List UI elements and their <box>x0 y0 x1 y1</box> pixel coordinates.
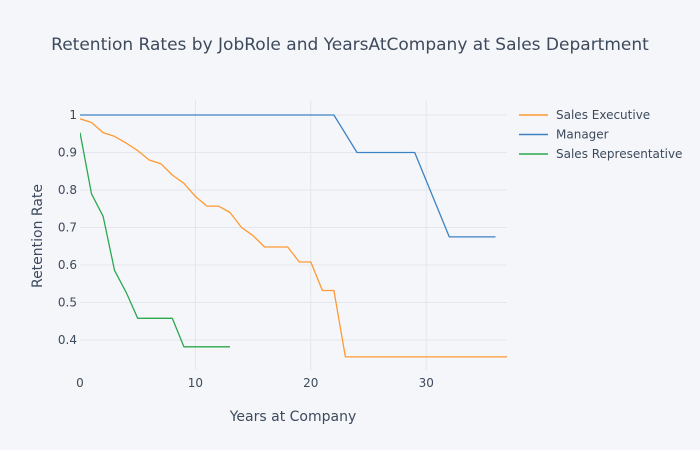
y-tick-label: 0.7 <box>58 221 77 235</box>
y-tick-label: 0.5 <box>58 296 77 310</box>
y-tick-label: 0.9 <box>58 146 77 160</box>
legend-label: Manager <box>556 128 609 142</box>
grid <box>80 100 507 370</box>
plot-area <box>80 114 507 358</box>
legend-item-manager[interactable]: Manager <box>519 128 609 142</box>
y-tick-label: 0.4 <box>58 333 77 347</box>
x-axis-title: Years at Company <box>229 409 357 425</box>
legend-label: Sales Executive <box>556 108 650 122</box>
series-line-sales-executive <box>80 118 507 358</box>
legend-item-sales-representative[interactable]: Sales Representative <box>519 147 682 161</box>
y-tick-label: 0.6 <box>58 258 77 272</box>
legend-label: Sales Representative <box>556 147 682 161</box>
axis-ticks: 0 10 20 30 0.4 0.5 0.6 0.7 0.8 0.9 1 <box>58 108 434 390</box>
legend-item-sales-executive[interactable]: Sales Executive <box>519 108 650 122</box>
chart-title: Retention Rates by JobRole and YearsAtCo… <box>51 35 649 55</box>
x-tick-label: 10 <box>188 376 203 390</box>
y-tick-label: 0.8 <box>58 183 77 197</box>
y-tick-label: 1 <box>69 108 77 122</box>
x-tick-label: 0 <box>76 376 84 390</box>
x-tick-label: 30 <box>419 376 434 390</box>
legend[interactable]: Sales Executive Manager Sales Representati… <box>519 108 682 161</box>
y-axis-title: Retention Rate <box>30 184 46 288</box>
x-tick-label: 20 <box>303 376 318 390</box>
series-line-manager <box>80 114 496 238</box>
series-line-sales-representative <box>80 132 230 348</box>
